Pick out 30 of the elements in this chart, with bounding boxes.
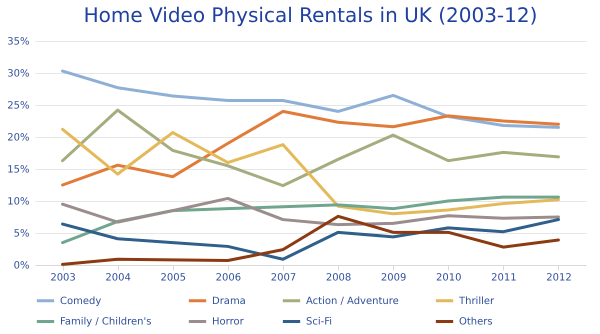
legend-label: Drama	[212, 296, 246, 307]
chart-title: Home Video Physical Rentals in UK (2003-12)	[84, 3, 538, 27]
legend-label: Others	[459, 316, 493, 328]
y-tick-label: 15%	[7, 164, 30, 176]
legend-label: Family / Children's	[60, 316, 152, 328]
x-tick-label: 2010	[436, 272, 462, 284]
x-tick-label: 2012	[546, 272, 572, 284]
y-tick-label: 20%	[7, 132, 30, 144]
y-tick-label: 30%	[7, 68, 30, 80]
x-tick-label: 2008	[326, 272, 352, 284]
y-tick-label: 0%	[14, 260, 30, 272]
x-tick-label: 2009	[380, 272, 406, 284]
x-tick-label: 2004	[105, 272, 131, 284]
y-tick-label: 5%	[14, 228, 30, 240]
line-series	[61, 70, 560, 129]
x-tick-label: 2007	[270, 272, 296, 284]
legend-label: Sci-Fi	[306, 316, 332, 328]
x-tick-label: 2006	[216, 272, 242, 284]
legend-label: Horror	[212, 316, 245, 328]
legend-label: Action / Adventure	[306, 296, 399, 307]
y-tick-label: 35%	[7, 36, 30, 48]
x-tick-label: 2011	[491, 272, 517, 284]
y-tick-label: 10%	[7, 196, 30, 208]
legend-label: Comedy	[60, 296, 102, 307]
x-tick-label: 2003	[50, 272, 76, 284]
legend-label: Thriller	[458, 296, 496, 307]
line-series	[61, 128, 560, 216]
y-tick-label: 25%	[7, 100, 30, 112]
line-series	[61, 196, 560, 226]
x-tick-label: 2005	[160, 272, 186, 284]
